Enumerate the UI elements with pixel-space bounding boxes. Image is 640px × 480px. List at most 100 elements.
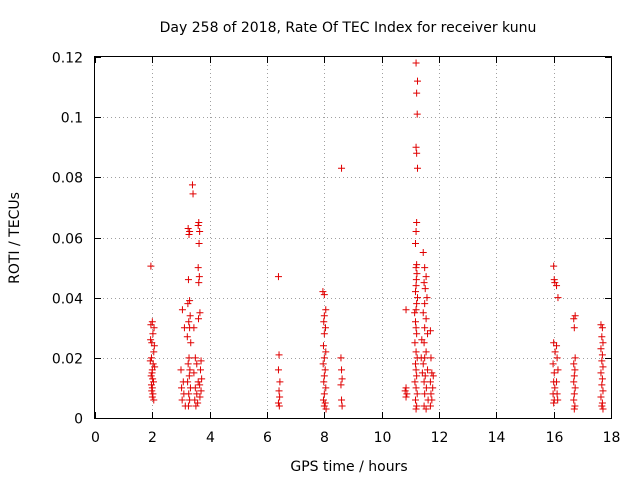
data-point — [319, 396, 327, 404]
data-point — [598, 351, 606, 359]
data-point — [149, 330, 157, 338]
data-point — [570, 396, 578, 404]
data-point — [412, 227, 420, 235]
x-tick-labels: 0 2 4 6 8 10 12 14 16 18 — [91, 430, 620, 446]
x-tick-label: 2 — [148, 430, 157, 446]
data-point — [338, 375, 346, 383]
data-point — [599, 363, 607, 371]
data-point — [420, 378, 428, 386]
data-point — [320, 330, 328, 338]
data-point — [570, 315, 578, 323]
data-point — [412, 405, 420, 413]
data-point — [599, 405, 607, 413]
data-point — [185, 372, 193, 380]
data-point — [413, 89, 421, 97]
data-point — [550, 276, 558, 284]
data-point — [186, 227, 194, 235]
x-tick-label: 8 — [320, 430, 329, 446]
data-point — [597, 345, 605, 353]
data-point — [320, 390, 328, 398]
data-point — [571, 354, 579, 362]
data-point — [274, 366, 282, 374]
data-point — [194, 399, 202, 407]
data-point — [148, 369, 156, 377]
data-point — [551, 384, 559, 392]
data-point — [276, 393, 284, 401]
data-point — [597, 321, 605, 329]
data-point — [148, 318, 156, 326]
data-point — [428, 369, 436, 377]
data-point — [412, 324, 420, 332]
data-point — [411, 339, 419, 347]
data-point — [402, 306, 410, 314]
x-axis-label: GPS time / hours — [290, 459, 407, 475]
y-tick-labels: 0 0.02 0.04 0.06 0.08 0.1 0.12 — [52, 51, 83, 428]
data-point — [191, 384, 199, 392]
data-point — [598, 381, 606, 389]
data-point — [411, 318, 419, 326]
data-point — [412, 348, 420, 356]
data-point — [322, 405, 330, 413]
data-point — [338, 366, 346, 374]
data-point — [426, 402, 434, 410]
y-tick-label: 0.06 — [52, 232, 83, 248]
data-point — [412, 59, 420, 67]
data-point — [322, 348, 330, 356]
data-point — [178, 396, 186, 404]
data-point — [412, 366, 420, 374]
data-point — [186, 297, 194, 305]
data-point — [598, 333, 606, 341]
data-point — [412, 282, 420, 290]
data-point — [148, 393, 156, 401]
data-point — [429, 384, 437, 392]
data-point — [411, 309, 419, 317]
data-point — [147, 336, 155, 344]
data-point — [193, 390, 201, 398]
data-point — [571, 366, 579, 374]
data-point — [185, 354, 193, 362]
data-point — [191, 354, 199, 362]
data-point — [150, 396, 158, 404]
data-point — [413, 261, 421, 269]
data-point — [428, 396, 436, 404]
y-tick-label: 0 — [74, 412, 83, 428]
data-point — [403, 390, 411, 398]
data-point — [550, 262, 558, 270]
data-point — [195, 218, 203, 226]
data-point — [553, 342, 561, 350]
data-point — [147, 321, 155, 329]
data-point — [322, 384, 330, 392]
data-point — [186, 366, 194, 374]
x-tick-label: 10 — [374, 430, 392, 446]
data-point — [421, 300, 429, 308]
data-point — [413, 390, 421, 398]
data-point — [402, 384, 410, 392]
data-point — [413, 330, 421, 338]
data-point — [274, 399, 282, 407]
data-point — [421, 390, 429, 398]
data-point — [192, 402, 200, 410]
data-point — [184, 360, 192, 368]
data-point — [197, 357, 205, 365]
data-point — [197, 387, 205, 395]
data-point — [414, 294, 421, 302]
data-point — [320, 402, 328, 410]
data-point — [413, 270, 421, 278]
data-point — [190, 369, 198, 377]
data-point — [275, 402, 283, 410]
data-point — [423, 294, 431, 302]
data-point — [570, 390, 578, 398]
data-point — [554, 294, 562, 302]
data-point — [412, 143, 420, 151]
data-point — [320, 312, 328, 320]
data-point — [186, 312, 194, 320]
data-point — [412, 264, 420, 272]
data-point — [553, 282, 561, 290]
data-point — [424, 366, 432, 374]
axis-ticks — [95, 57, 612, 419]
data-point — [422, 384, 430, 392]
data-point — [414, 164, 421, 172]
data-point — [421, 372, 429, 380]
data-point — [193, 360, 201, 368]
